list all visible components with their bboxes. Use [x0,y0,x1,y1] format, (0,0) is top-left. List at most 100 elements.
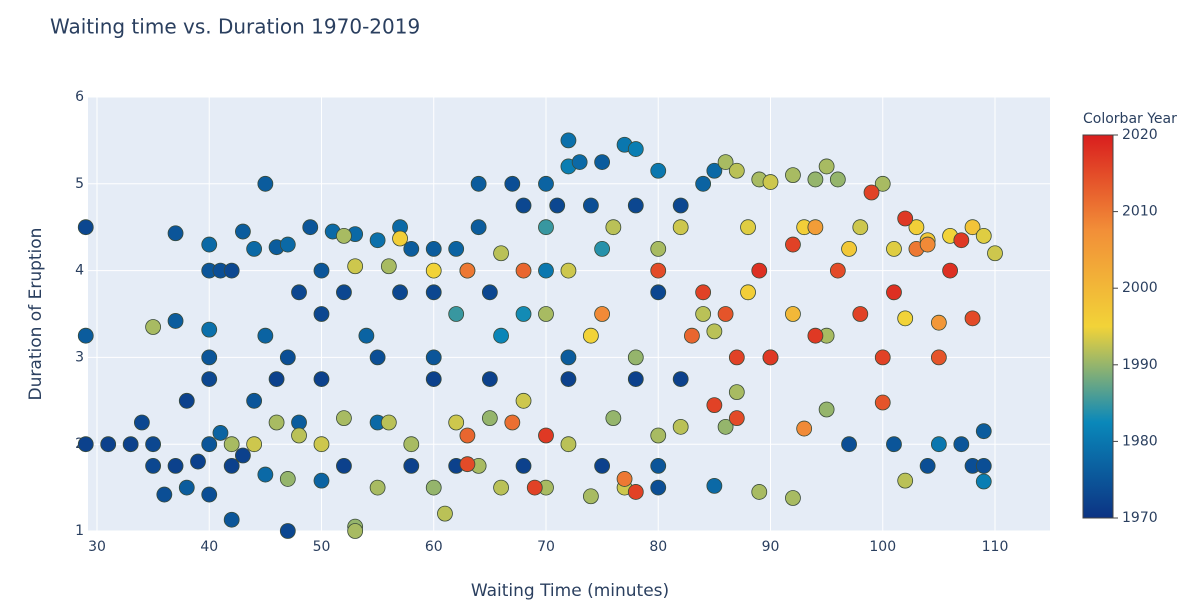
point [594,240,611,257]
x-tick-label: 90 [762,539,780,555]
point [560,349,577,366]
point [358,327,375,344]
point [807,171,824,188]
point [650,162,667,179]
point [841,436,857,453]
point [279,523,296,539]
point [751,262,768,279]
point [369,232,386,249]
point [212,425,229,441]
point [886,436,902,453]
point [930,314,947,331]
point [650,479,667,496]
point [582,197,599,214]
point [145,457,162,474]
point [201,321,218,338]
point [291,284,307,301]
point [650,262,667,279]
point [133,414,150,431]
point [223,262,240,279]
point [886,240,902,257]
point [560,262,577,279]
point [235,447,251,464]
point [459,427,476,444]
point [785,167,801,184]
y-tick-label: 5 [75,176,84,192]
point [627,141,644,157]
point [796,420,813,437]
point [201,236,218,253]
point [246,240,263,257]
point [930,349,947,366]
point [481,371,498,388]
point [874,175,891,192]
point [291,427,307,444]
point [919,457,936,474]
point [313,306,330,322]
point [313,472,330,489]
point [425,349,442,366]
point [627,371,644,388]
point [380,414,397,431]
point [605,219,622,236]
point [785,490,801,506]
point [425,371,442,388]
point [425,479,442,496]
point [246,436,263,453]
colorbar-tick-label: 1980 [1122,433,1158,449]
point [987,245,1003,262]
point [852,306,869,322]
point [549,197,566,214]
point [728,162,745,179]
point [650,284,667,301]
point [313,262,330,279]
point [672,197,689,214]
point [347,523,364,539]
point [392,284,408,301]
point [897,210,914,227]
point [897,310,914,327]
x-tick-label: 40 [200,539,218,555]
point [493,327,509,344]
point [403,240,420,257]
point [852,219,869,236]
point [684,327,700,344]
point [201,349,218,366]
point [257,327,274,344]
point [627,349,644,366]
point [650,457,667,474]
point [515,457,532,474]
point [594,154,611,171]
point [695,175,712,192]
point [392,230,408,247]
x-tick-label: 80 [649,539,667,555]
point [425,240,442,257]
point [190,453,206,470]
point [403,457,420,474]
point [762,349,779,366]
point [459,456,476,473]
point [964,310,981,327]
point [975,227,992,244]
point [459,262,476,279]
point [156,486,173,503]
point [336,410,352,427]
colorbar-tick-label: 2000 [1122,280,1158,296]
point [336,284,352,301]
point [336,227,352,244]
point [369,349,386,366]
point [437,505,453,522]
point [571,154,588,171]
point [178,479,195,496]
point [235,223,251,240]
y-tick-label: 1 [75,523,84,539]
point [257,175,274,192]
point [538,175,554,192]
colorbar [1082,134,1114,519]
point [706,162,723,179]
point [425,284,442,301]
point [504,175,521,192]
point [942,262,958,279]
point [728,349,745,366]
